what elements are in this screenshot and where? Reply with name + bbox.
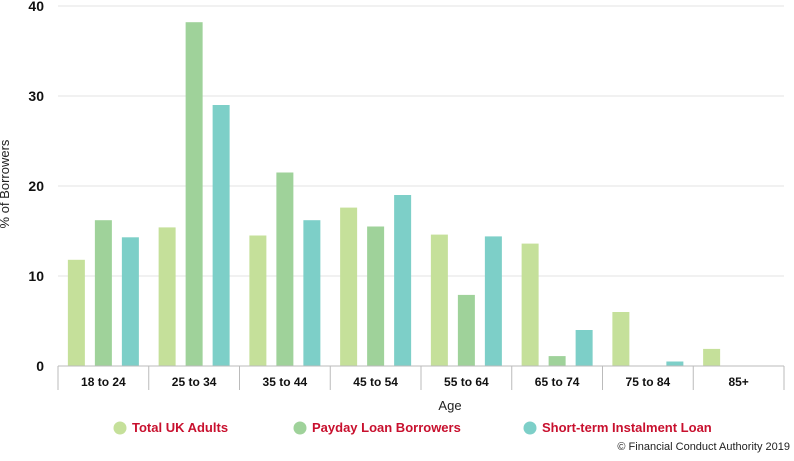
legend-item: Payday Loan Borrowers — [293, 420, 461, 435]
bars — [67, 22, 721, 366]
gridlines — [58, 5, 784, 277]
legend-label: Short-term Instalment Loan — [542, 420, 712, 435]
bar — [340, 207, 358, 366]
x-tick-label: 85+ — [728, 375, 748, 389]
bar — [703, 348, 721, 366]
y-tick-label: 10 — [28, 268, 44, 284]
bar — [394, 195, 412, 366]
legend-item: Short-term Instalment Loan — [523, 420, 712, 435]
x-tick-label: 75 to 84 — [626, 375, 671, 389]
x-tick-label: 45 to 54 — [353, 375, 398, 389]
bar — [67, 259, 85, 366]
bar — [94, 220, 112, 366]
bar — [521, 243, 539, 366]
bar — [158, 227, 176, 366]
bar — [666, 361, 684, 366]
bar — [249, 235, 267, 366]
y-tick-label: 40 — [28, 0, 44, 14]
y-tick-label: 0 — [36, 358, 44, 374]
y-tick-label: 30 — [28, 88, 44, 104]
copyright-notice: © Financial Conduct Authority 2019 — [617, 441, 790, 453]
x-tick-label: 35 to 44 — [263, 375, 308, 389]
bar — [612, 312, 630, 366]
bar — [121, 237, 139, 366]
bar — [430, 234, 448, 366]
x-tick-label: 55 to 64 — [444, 375, 489, 389]
legend-label: Payday Loan Borrowers — [312, 420, 461, 435]
x-axis-title: Age — [438, 398, 461, 413]
legend: Total UK Adults Payday Loan Borrowers Shor… — [113, 420, 712, 435]
bar — [484, 236, 502, 366]
legend-marker — [113, 421, 127, 435]
bar — [457, 294, 475, 366]
x-tick-label: 18 to 24 — [81, 375, 126, 389]
legend-marker — [293, 421, 307, 435]
bar — [548, 356, 566, 366]
bar — [185, 22, 203, 366]
y-tick-label: 20 — [28, 178, 44, 194]
legend-marker — [523, 421, 537, 435]
legend-item: Total UK Adults — [113, 420, 228, 435]
bar — [276, 172, 294, 366]
y-axis-title: % of Borrowers — [0, 139, 12, 228]
x-tick-label: 65 to 74 — [535, 375, 580, 389]
bar — [575, 330, 593, 366]
bar — [303, 220, 321, 366]
x-tick-label: 25 to 34 — [172, 375, 217, 389]
bar — [367, 226, 385, 366]
legend-label: Total UK Adults — [132, 420, 228, 435]
axes: 0 10 20 30 40 18 to 24 25 to 34 35 to 44 45 to 5… — [28, 0, 785, 390]
bar — [212, 105, 230, 366]
